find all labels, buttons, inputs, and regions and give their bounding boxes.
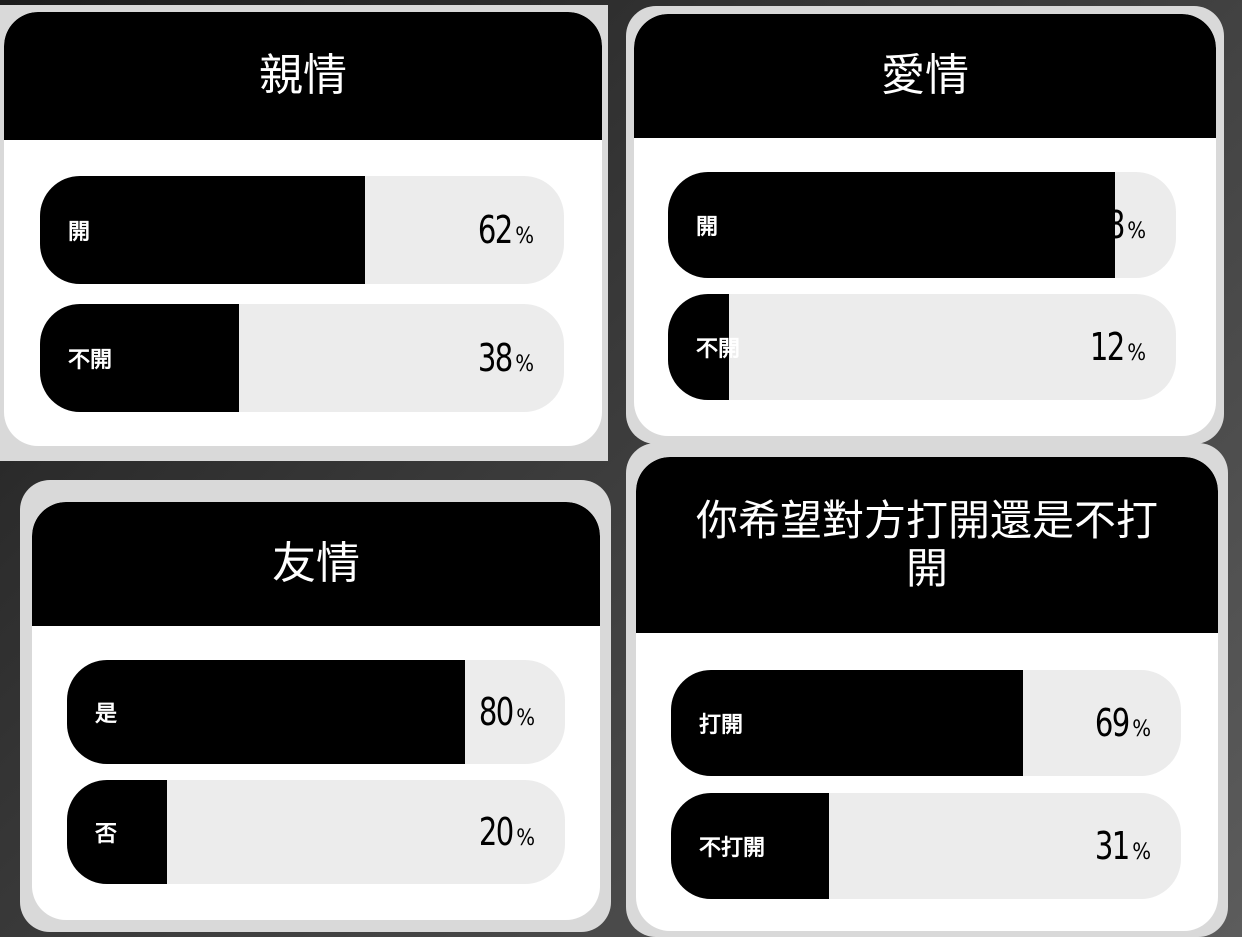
poll-option-fill	[668, 294, 729, 400]
poll-option-label: 不打開	[699, 836, 766, 861]
poll-option[interactable]: 是 80%	[67, 660, 565, 764]
poll-title: 友情	[32, 502, 600, 626]
poll-option-percent: 80%	[478, 690, 535, 734]
poll-option-label: 開	[68, 220, 91, 245]
poll-card-friendship: 友情 是 80% 否 20%	[32, 502, 600, 920]
poll-option[interactable]: 否 20%	[67, 780, 565, 884]
poll-card-family: 親情 開 62% 不開 38%	[4, 12, 602, 446]
poll-option-fill	[67, 780, 167, 884]
poll-option-percent: 20%	[478, 810, 535, 854]
poll-option-label: 打開	[699, 713, 744, 738]
poll-option-fill	[671, 670, 1023, 776]
poll-option-percent: 88%	[1089, 203, 1146, 247]
poll-option[interactable]: 打開 69%	[671, 670, 1181, 776]
poll-card-question: 你希望對方打開還是不打開 打開 69% 不打開 31%	[636, 457, 1218, 931]
poll-option[interactable]: 開 88%	[668, 172, 1176, 278]
poll-option[interactable]: 開 62%	[40, 176, 564, 284]
poll-option-fill	[40, 176, 365, 284]
poll-option-percent: 31%	[1094, 824, 1151, 868]
poll-option[interactable]: 不開 38%	[40, 304, 564, 412]
poll-option-label: 不開	[68, 348, 113, 373]
poll-title: 親情	[4, 12, 602, 140]
poll-title: 愛情	[634, 14, 1216, 138]
poll-option-label: 不開	[696, 337, 741, 362]
poll-option-label: 否	[95, 822, 118, 847]
poll-option-percent: 62%	[477, 208, 534, 252]
poll-option-fill	[671, 793, 830, 899]
poll-card-love: 愛情 開 88% 不開 12%	[634, 14, 1216, 436]
poll-option-fill	[668, 172, 1116, 278]
poll-option-percent: 69%	[1094, 701, 1151, 745]
poll-option-fill	[40, 304, 240, 412]
poll-option-label: 是	[95, 702, 118, 727]
poll-option-fill	[67, 660, 466, 764]
poll-title: 你希望對方打開還是不打開	[636, 457, 1218, 633]
poll-option[interactable]: 不打開 31%	[671, 793, 1181, 899]
poll-option-label: 開	[696, 215, 719, 240]
poll-option-percent: 38%	[477, 336, 534, 380]
poll-option[interactable]: 不開 12%	[668, 294, 1176, 400]
poll-option-percent: 12%	[1089, 325, 1146, 369]
